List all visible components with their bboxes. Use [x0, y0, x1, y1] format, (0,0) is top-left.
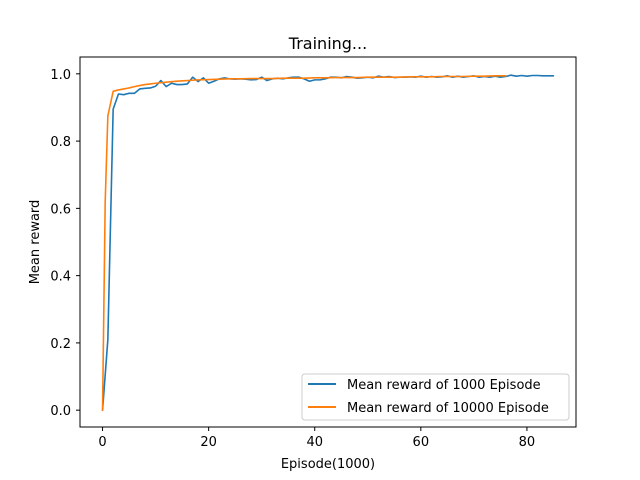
y-tick-label: 0.4	[50, 270, 71, 285]
y-axis-title: Mean reward	[28, 200, 43, 285]
legend: Mean reward of 1000 Episode Mean reward …	[301, 373, 570, 421]
series-line-2	[101, 75, 507, 411]
y-tick-label: 0.8	[50, 135, 71, 150]
x-tick-label: 20	[200, 435, 217, 450]
legend-box	[301, 373, 570, 421]
series-layer	[101, 74, 555, 411]
x-tick-label: 40	[306, 435, 323, 450]
chart-title: Training...	[288, 34, 367, 53]
y-tick-label: 0.2	[50, 337, 71, 352]
y-tick-label: 1.0	[50, 68, 71, 83]
y-tick-label: 0.6	[50, 202, 71, 217]
x-tick-label: 80	[519, 435, 536, 450]
series-line-1	[101, 74, 555, 411]
x-axis: 0 20 40 60 80	[98, 427, 535, 450]
legend-label-series-1: Mean reward of 1000 Episode	[347, 378, 541, 393]
plot-area	[79, 56, 577, 428]
plot-frame	[79, 56, 577, 428]
x-axis-title: Episode(1000)	[281, 457, 375, 472]
y-tick-label: 0.0	[50, 404, 71, 419]
y-axis: 0.0 0.2 0.4 0.6 0.8 1.0	[50, 68, 80, 419]
x-tick-label: 0	[98, 435, 106, 450]
legend-label-series-2: Mean reward of 10000 Episode	[347, 401, 549, 416]
x-tick-label: 60	[413, 435, 430, 450]
